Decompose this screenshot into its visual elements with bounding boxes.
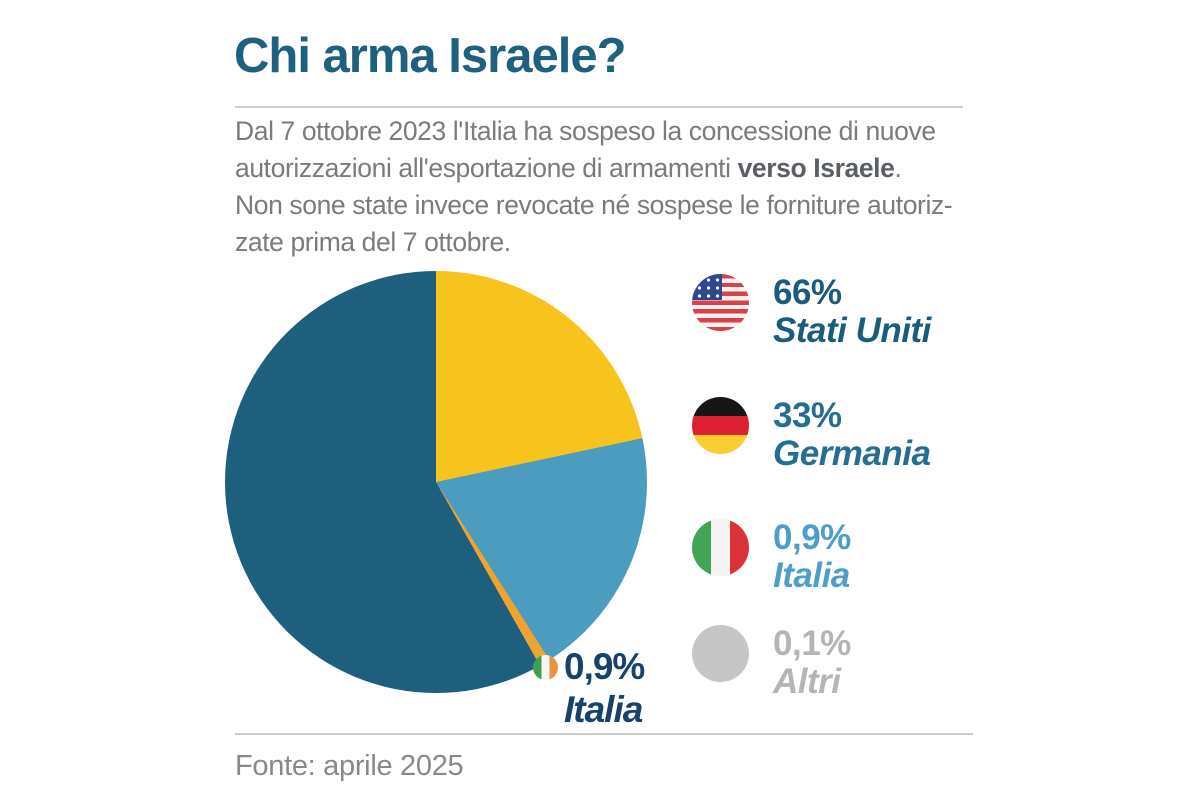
others-circle-icon — [692, 625, 749, 682]
italy-callout-percent: 0,9% — [564, 646, 645, 687]
italy-callout-flag-icon — [533, 654, 558, 680]
page-title: Chi arma Israele? — [234, 29, 627, 83]
description-bold-phrase: verso Israele — [737, 153, 895, 183]
legend-percent: 33% — [773, 396, 842, 435]
legend-label: Germania — [773, 434, 931, 473]
usa-flag-canton — [692, 274, 722, 300]
description-line3: Non sone state invece revocate né sospes… — [235, 190, 953, 220]
usa-flag-icon — [692, 274, 749, 331]
legend-label: Stati Uniti — [773, 311, 931, 350]
footer-divider — [235, 733, 973, 735]
description-text: Dal 7 ottobre 2023 l'Italia ha sospeso l… — [235, 113, 995, 261]
italy-callout: 0,9% Italia — [533, 646, 645, 731]
legend-item-germania: 33% Germania — [692, 396, 931, 473]
description-line4: zate prima del 7 ottobre. — [235, 227, 511, 257]
legend-item-italia: 0,9% Italia — [692, 519, 851, 595]
legend-item-altri: 0,1% Altri — [692, 625, 851, 701]
italy-callout-label: Italia — [564, 689, 643, 730]
germany-flag-icon — [692, 397, 749, 454]
legend-percent: 0,9% — [773, 518, 851, 557]
description-line2-end: . — [894, 153, 902, 183]
title-divider — [235, 106, 963, 108]
italy-flag-icon — [692, 519, 749, 576]
legend-percent: 0,1% — [773, 624, 851, 663]
pie-chart — [225, 271, 647, 693]
legend-item-stati-uniti: 66% Stati Uniti — [692, 274, 931, 350]
source-note: Fonte: aprile 2025 — [235, 750, 464, 782]
legend-label: Altri — [773, 662, 841, 701]
description-line1: Dal 7 ottobre 2023 l'Italia ha sospeso l… — [235, 116, 936, 146]
legend-percent: 66% — [773, 273, 842, 312]
description-line2: autorizzazioni all'esportazione di armam… — [235, 153, 738, 183]
legend-label: Italia — [773, 556, 850, 595]
